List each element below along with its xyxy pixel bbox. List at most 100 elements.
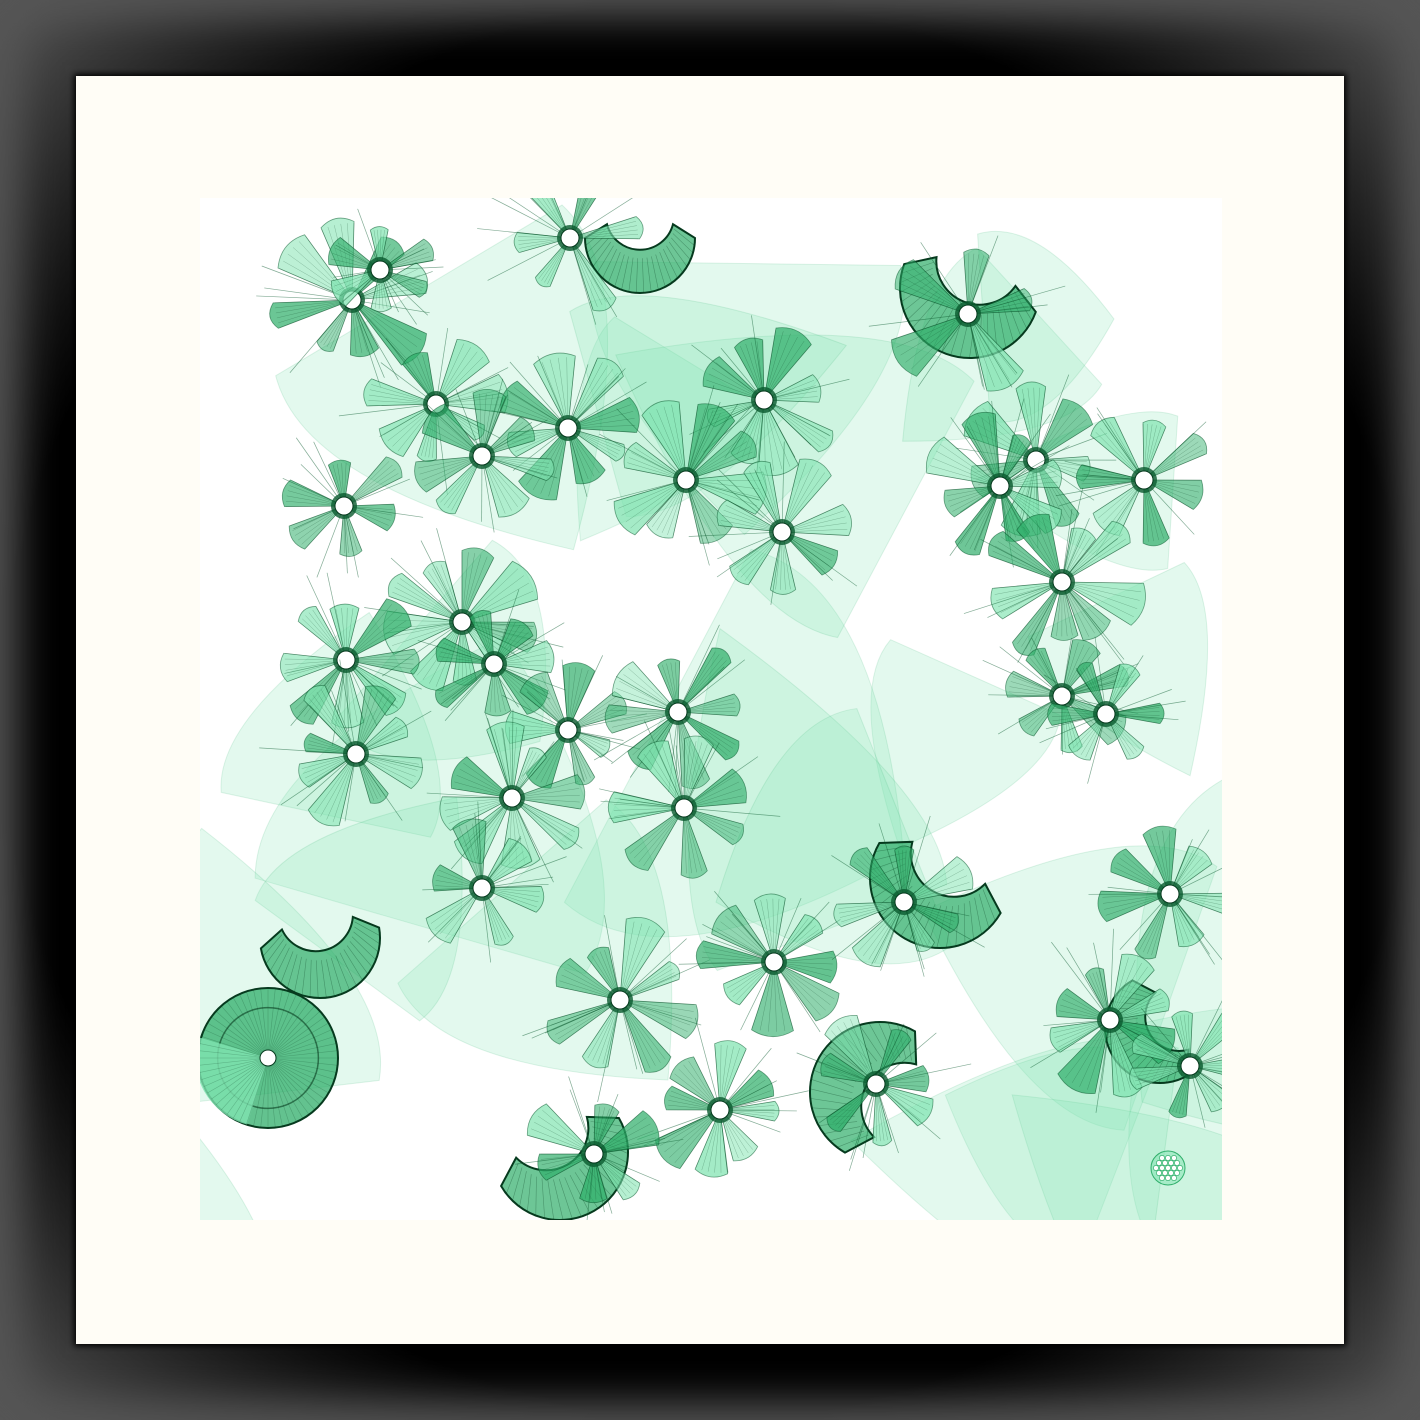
- petal: [824, 1015, 877, 1086]
- petal: [669, 1056, 721, 1112]
- petal: [902, 856, 974, 903]
- flower: [637, 1017, 809, 1178]
- petal: [894, 845, 915, 903]
- petal: [677, 647, 732, 713]
- flower-center: [584, 1144, 604, 1164]
- petal: [507, 427, 569, 458]
- petal: [567, 729, 596, 786]
- shell-shape: [259, 915, 381, 999]
- petal: [450, 756, 514, 799]
- petal: [355, 716, 409, 755]
- flower: [593, 624, 746, 797]
- flower-center: [472, 446, 492, 466]
- flower: [1088, 825, 1222, 965]
- petal: [303, 732, 357, 755]
- flower-center: [370, 260, 390, 280]
- petal: [355, 685, 397, 755]
- petal: [762, 374, 822, 403]
- petal: [481, 837, 533, 889]
- petal: [1168, 1065, 1191, 1119]
- flower-center: [346, 744, 366, 764]
- flower-center: [1134, 470, 1154, 490]
- petal: [567, 426, 606, 485]
- flower: [502, 655, 648, 789]
- petal: [849, 847, 905, 903]
- flower: [688, 441, 858, 605]
- shell-shape: [200, 987, 339, 1129]
- flower-center: [484, 654, 504, 674]
- petal: [685, 430, 757, 481]
- petal: [1016, 513, 1063, 584]
- petal: [511, 774, 586, 810]
- flower-center: [1096, 704, 1116, 724]
- petal: [743, 460, 783, 533]
- flower-center: [336, 650, 356, 670]
- petal: [414, 455, 483, 493]
- petal: [718, 1069, 775, 1111]
- petal: [769, 531, 797, 595]
- petal: [685, 403, 736, 482]
- petal: [1105, 663, 1141, 715]
- petal: [555, 957, 621, 1001]
- petal: [967, 288, 1033, 315]
- petal: [481, 454, 530, 518]
- petal: [288, 505, 345, 550]
- petal: [723, 961, 775, 1006]
- petal: [623, 441, 687, 481]
- signature-mark: [1150, 1150, 1186, 1186]
- petal: [943, 485, 1002, 518]
- petal: [1109, 953, 1155, 1022]
- flower: [515, 1076, 684, 1220]
- petal: [567, 357, 624, 429]
- petal: [1171, 1010, 1193, 1067]
- flower-center: [472, 878, 492, 898]
- petal: [370, 268, 392, 313]
- petal: [481, 455, 555, 482]
- flower: [414, 378, 558, 533]
- petal: [1068, 712, 1107, 761]
- petal: [378, 403, 438, 458]
- petal: [469, 610, 495, 665]
- petal: [569, 216, 644, 240]
- artwork-canvas: [200, 198, 1222, 1220]
- petal: [1169, 845, 1213, 896]
- flower: [1055, 407, 1208, 554]
- petal: [1142, 479, 1170, 547]
- petal: [875, 1029, 912, 1085]
- petal: [961, 411, 1001, 487]
- flower: [599, 385, 767, 566]
- petal: [1057, 1018, 1111, 1094]
- petal: [546, 999, 621, 1045]
- petal: [763, 327, 812, 402]
- petal: [328, 236, 382, 271]
- petal: [355, 753, 389, 804]
- flower-center: [772, 522, 792, 542]
- flower-center: [894, 892, 914, 912]
- flower-center: [990, 476, 1010, 496]
- flower-center: [558, 720, 578, 740]
- petal: [702, 356, 766, 401]
- petal: [439, 796, 513, 831]
- petal: [593, 1103, 620, 1156]
- shell-shape: [583, 222, 697, 294]
- petal: [493, 618, 534, 666]
- petal: [682, 768, 747, 809]
- petal: [1035, 398, 1094, 462]
- petal: [763, 399, 834, 453]
- petal: [1061, 527, 1097, 583]
- petal: [435, 637, 495, 665]
- flower-center: [452, 612, 472, 632]
- petal: [1097, 890, 1171, 923]
- petal: [1025, 647, 1063, 697]
- petal: [330, 269, 382, 307]
- flower: [522, 915, 711, 1102]
- petal: [613, 479, 688, 536]
- petal: [719, 1108, 759, 1162]
- petal: [604, 704, 679, 734]
- flower-center: [560, 228, 580, 248]
- flower-center: [676, 470, 696, 490]
- petal: [1189, 1064, 1222, 1113]
- flower: [963, 487, 1146, 666]
- petal: [683, 807, 744, 846]
- petal: [1050, 581, 1079, 641]
